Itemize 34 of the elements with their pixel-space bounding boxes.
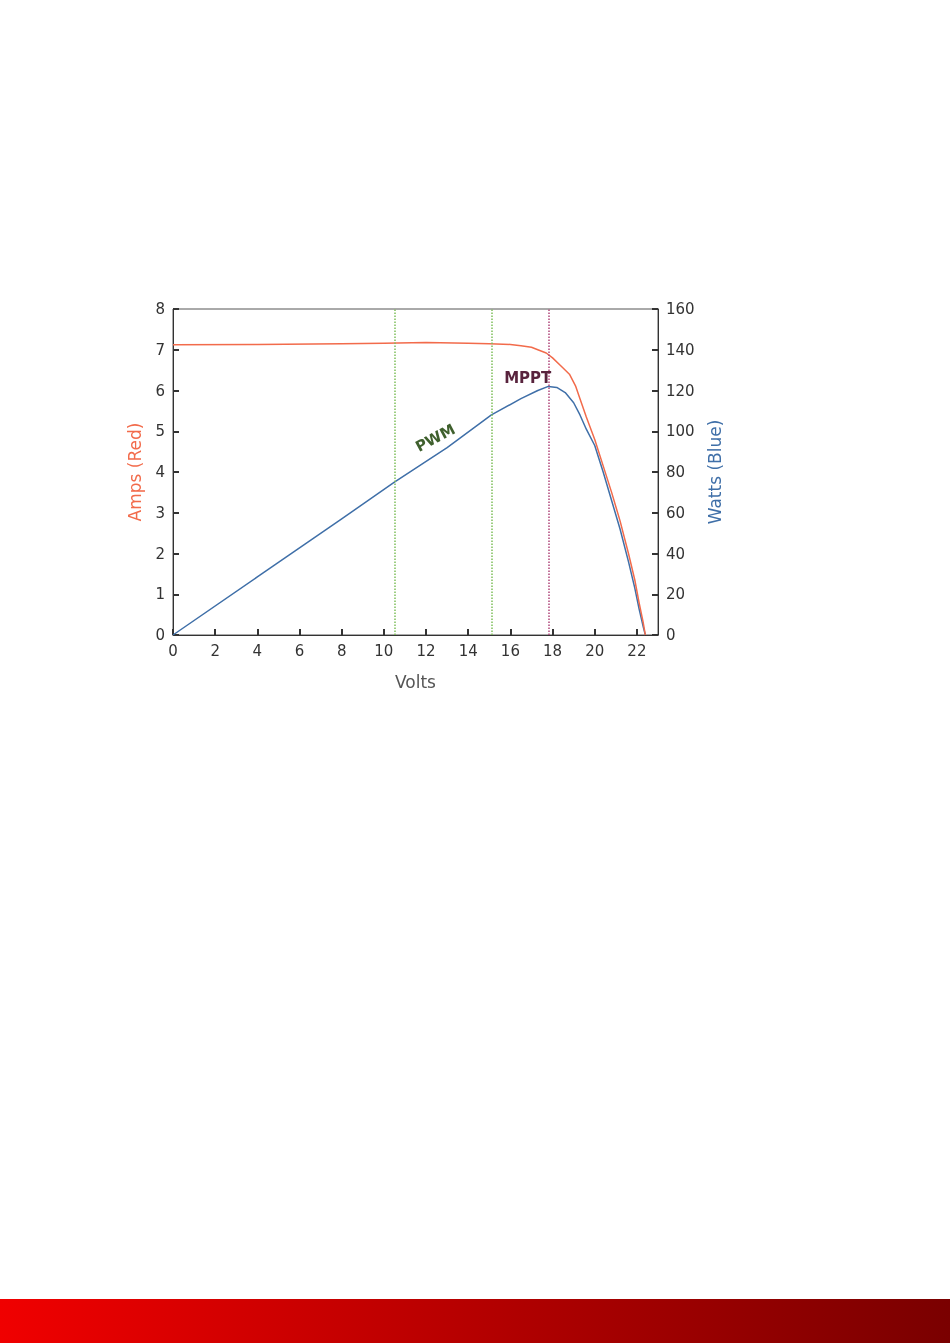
x-tick-label: 20 bbox=[585, 641, 605, 660]
y-tick-label: 0 bbox=[155, 626, 165, 644]
y2-axis-title: Watts (Blue) bbox=[704, 419, 725, 525]
y2-tick-label: 60 bbox=[666, 503, 686, 522]
y-tick-label: 5 bbox=[155, 422, 165, 441]
y-tick-label: 1 bbox=[155, 585, 165, 604]
y2-tick-label: 20 bbox=[666, 585, 686, 604]
x-tick-label: 12 bbox=[416, 641, 436, 660]
y-axis-title: Amps (Red) bbox=[124, 422, 145, 522]
y-tick-label: 6 bbox=[155, 381, 165, 400]
x-tick-label: 0 bbox=[168, 641, 178, 660]
y-tick-label: 8 bbox=[155, 300, 165, 318]
y2-tick-label: 120 bbox=[666, 381, 695, 400]
y2-tick-label: 40 bbox=[666, 544, 686, 563]
x-tick-label: 6 bbox=[294, 641, 305, 660]
x-tick-label: 16 bbox=[500, 641, 520, 660]
y2-tick-label: 100 bbox=[666, 422, 695, 441]
y2-tick-label: 140 bbox=[666, 340, 695, 359]
x-tick-label: 14 bbox=[458, 641, 478, 660]
y2-tick-label: 0 bbox=[666, 626, 676, 644]
x-tick-label: 4 bbox=[252, 641, 263, 660]
y-tick-label: 3 bbox=[155, 503, 165, 522]
x-tick-label: 10 bbox=[374, 641, 394, 660]
x-axis-title: Volts bbox=[395, 671, 437, 692]
y-tick-label: 4 bbox=[155, 463, 165, 481]
x-tick-label: 22 bbox=[627, 641, 647, 660]
annotation: MPPT bbox=[504, 369, 553, 388]
x-tick-label: 8 bbox=[336, 641, 347, 660]
y-tick-label: 2 bbox=[155, 544, 165, 563]
x-tick-label: 2 bbox=[210, 641, 220, 660]
y-tick-label: 7 bbox=[155, 340, 165, 359]
x-tick-label: 18 bbox=[543, 641, 563, 660]
y2-tick-label: 80 bbox=[666, 463, 686, 481]
y2-tick-label: 160 bbox=[666, 300, 695, 318]
